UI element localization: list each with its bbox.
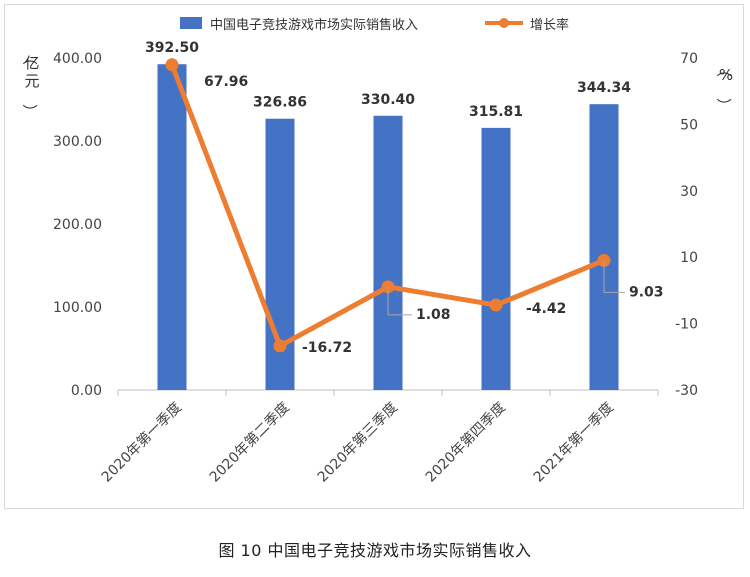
bar-value-label: 330.40	[361, 92, 415, 108]
line-value-label: 9.03	[629, 284, 664, 300]
y-right-tick-label: 50	[680, 117, 698, 133]
legend-bar-swatch	[180, 17, 202, 29]
y-right-tick-label: 30	[680, 184, 698, 200]
y-left-tick-label: 300.00	[53, 134, 102, 150]
growth-rate-point-2	[273, 339, 287, 353]
x-category-label: 2020年第二季度	[206, 399, 293, 486]
y-right-tick-label: -10	[675, 317, 698, 333]
x-category-label: 2020年第三季度	[314, 399, 401, 486]
bar-1	[157, 64, 187, 390]
x-category-label: 2021年第一季度	[530, 399, 617, 486]
bar-3	[373, 115, 403, 390]
line-value-label: -4.42	[526, 301, 566, 317]
figure-caption: 图 10 中国电子竞技游戏市场实际销售收入	[218, 541, 532, 560]
legend-line-label: 增长率	[530, 17, 569, 33]
y-left-tick-label: 400.00	[53, 51, 102, 67]
growth-rate-point-1	[165, 58, 179, 72]
y-left-tick-label: 200.00	[53, 217, 102, 233]
bar-value-label: 392.50	[145, 40, 199, 56]
y-right-tick-label: 70	[680, 51, 698, 67]
leader-line	[603, 260, 625, 293]
y-right-tick-label: 10	[680, 250, 698, 266]
chart: 0.00 100.00 200.00 300.00 400.00 -30 -10 10 30 50…	[20, 17, 733, 486]
bar-4	[481, 127, 511, 391]
leader-line	[387, 286, 412, 316]
bar-5	[589, 104, 619, 390]
y-right-tick-label: -30	[675, 383, 698, 399]
line-value-label: 67.96	[204, 74, 248, 90]
x-category-label: 2020年第四季度	[422, 399, 509, 486]
legend-line-marker	[499, 18, 509, 28]
bar-value-label: 344.34	[577, 80, 631, 96]
y-left-axis-title: （亿元）	[20, 50, 39, 119]
y-left-tick-label: 0.00	[71, 383, 102, 399]
x-category-label: 2020年第一季度	[98, 399, 185, 486]
line-value-label: 1.08	[416, 307, 451, 323]
bar-value-label: 326.86	[253, 95, 307, 111]
y-right-axis-title: （%）	[714, 62, 733, 113]
bar-value-label: 315.81	[469, 104, 523, 120]
legend-bar-label: 中国电子竞技游戏市场实际销售收入	[210, 17, 418, 33]
growth-rate-point-4	[489, 298, 503, 312]
line-value-label: -16.72	[302, 340, 352, 356]
y-left-tick-label: 100.00	[53, 300, 102, 316]
